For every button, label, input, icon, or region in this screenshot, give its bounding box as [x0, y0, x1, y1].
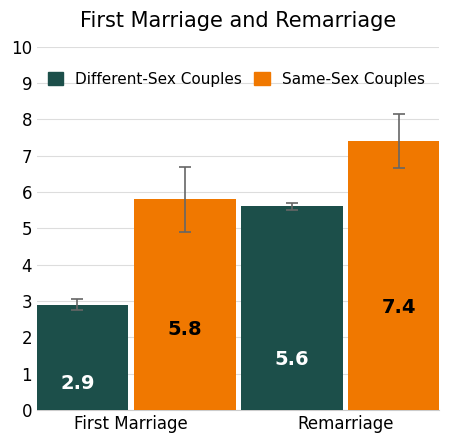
Legend: Different-Sex Couples, Same-Sex Couples: Different-Sex Couples, Same-Sex Couples [45, 69, 428, 90]
Text: 2.9: 2.9 [60, 374, 95, 393]
Text: 7.4: 7.4 [382, 298, 417, 317]
Bar [348, 141, 450, 410]
Bar [134, 199, 236, 410]
Text: 5.6: 5.6 [274, 349, 309, 369]
Text: 5.8: 5.8 [167, 321, 202, 339]
Bar [241, 206, 343, 410]
Title: First Marriage and Remarriage: First Marriage and Remarriage [80, 11, 396, 31]
Bar [27, 305, 128, 410]
